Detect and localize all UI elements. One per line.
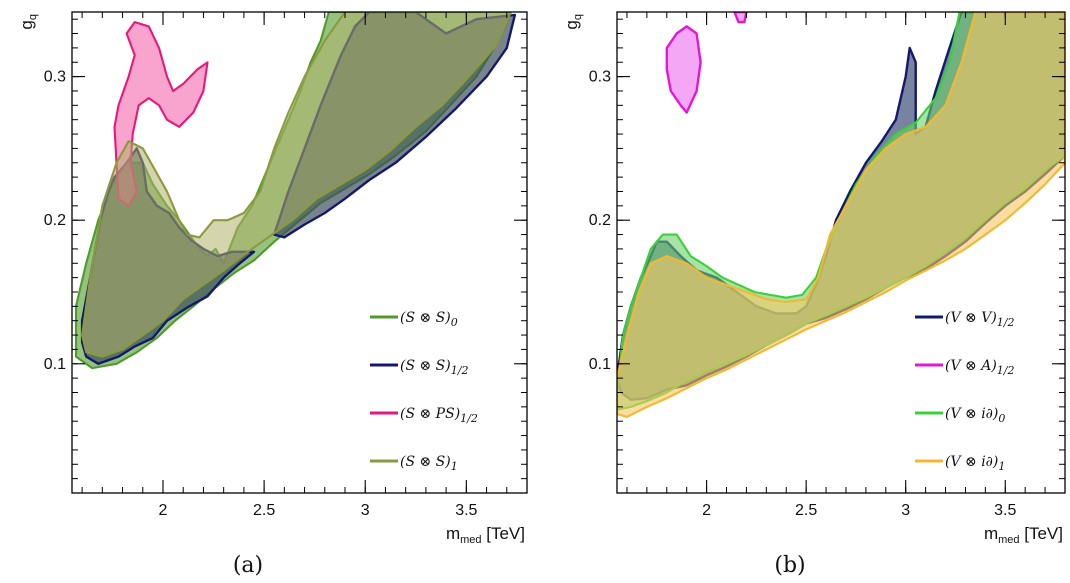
caption-b: (b) bbox=[774, 553, 805, 578]
panel-a-y-tick-label: 0.3 bbox=[44, 69, 66, 86]
panel-b-x-axis-label-unit: [TeV] bbox=[1020, 524, 1063, 543]
panel-a-y-axis-label: gq bbox=[17, 14, 39, 30]
panel-b-legend-label-1-main: (V ⊗ A) bbox=[945, 358, 997, 374]
panel-a-series-2-region-0 bbox=[113, 21, 209, 207]
panel-b-legend-label-0-sub: 1/2 bbox=[997, 316, 1015, 329]
panel-b-legend-label-2-main: (V ⊗ i∂) bbox=[945, 406, 998, 422]
panel-b-legend-label-3-sub: 1 bbox=[998, 460, 1005, 473]
panel-a-legend-label-1-main: (S ⊗ S) bbox=[400, 358, 451, 374]
panel-a-legend-label-2: (S ⊗ PS)1/2 bbox=[400, 406, 478, 425]
panel-a-x-axis-label-sub: med bbox=[460, 534, 481, 546]
caption-a: (a) bbox=[233, 553, 263, 578]
panel-a-x-axis-label-main: m bbox=[446, 524, 460, 543]
panel-b-x-axis-label-sub: med bbox=[998, 534, 1019, 546]
panel-b-y-tick-label: 0.2 bbox=[589, 212, 611, 229]
panel-b-legend-label-1: (V ⊗ A)1/2 bbox=[945, 358, 1014, 377]
panel-b-y-axis-label-sub: q bbox=[572, 14, 584, 20]
panel-a-legend-label-0-main: (S ⊗ S) bbox=[400, 310, 451, 326]
panel-a-legend-label-2-sub: 1/2 bbox=[460, 412, 478, 425]
panel-b-legend-label-3-main: (V ⊗ i∂) bbox=[945, 454, 998, 470]
panel-b-x-tick-label: 3 bbox=[901, 502, 910, 519]
panel-b-regions bbox=[617, 12, 1065, 418]
panel-b-y-tick-label: 0.1 bbox=[589, 356, 611, 373]
panel-a-legend-label-0: (S ⊗ S)0 bbox=[400, 310, 458, 329]
panel-b-series-1-region-1 bbox=[733, 12, 748, 24]
panel-b-x-tick-label: 2 bbox=[702, 502, 711, 519]
panel-b-legend-label-2-sub: 0 bbox=[998, 412, 1005, 425]
panel-a-legend-label-3-main: (S ⊗ S) bbox=[400, 454, 451, 470]
panel-a-legend-label-3: (S ⊗ S)1 bbox=[400, 454, 458, 473]
panel-a-legend: (S ⊗ S)0(S ⊗ S)1/2(S ⊗ PS)1/2(S ⊗ S)1 bbox=[370, 310, 478, 473]
panel-a-legend-label-1: (S ⊗ S)1/2 bbox=[400, 358, 468, 377]
panel-a-legend-label-1-sub: 1/2 bbox=[451, 364, 469, 377]
panel-b-legend-label-2: (V ⊗ i∂)0 bbox=[945, 406, 1005, 425]
panel-b-y-tick-label: 0.3 bbox=[589, 69, 611, 86]
panel-a-legend-label-0-sub: 0 bbox=[451, 316, 458, 329]
panel-b-y-axis-label-main: g bbox=[562, 20, 581, 29]
panel-a-x-axis-label-unit: [TeV] bbox=[482, 524, 525, 543]
panel-a-y-tick-label: 0.1 bbox=[44, 356, 66, 373]
panel-a-y-axis-label-sub: q bbox=[27, 14, 39, 20]
panel-a-x-tick-label: 2.5 bbox=[253, 502, 275, 519]
panel-b-y-axis-label: gq bbox=[562, 14, 584, 30]
panel-a-x-tick-label: 2 bbox=[159, 502, 168, 519]
panel-b-x-tick-label: 3.5 bbox=[994, 502, 1016, 519]
panel-b-frame bbox=[616, 11, 1066, 494]
panel-a-frame bbox=[71, 11, 528, 494]
panel-b-series-3-region-0 bbox=[617, 12, 1065, 418]
panel-b-legend: (V ⊗ V)1/2(V ⊗ A)1/2(V ⊗ i∂)0(V ⊗ i∂)1 bbox=[915, 310, 1014, 473]
panel-a-y-axis-label-main: g bbox=[17, 20, 36, 29]
panel-a-regions bbox=[74, 12, 517, 370]
panel-b-legend-label-1-sub: 1/2 bbox=[997, 364, 1015, 377]
panel-a-x-tick-label: 3.5 bbox=[455, 502, 477, 519]
panel-a-x-tick-label: 3 bbox=[361, 502, 370, 519]
panel-a-legend-label-3-sub: 1 bbox=[451, 460, 458, 473]
panel-b-legend-label-0: (V ⊗ V)1/2 bbox=[945, 310, 1014, 329]
panel-b-legend-label-3: (V ⊗ i∂)1 bbox=[945, 454, 1005, 473]
panel-b-x-axis-label-main: m bbox=[984, 524, 998, 543]
panel-a-x-axis-label: mmed [TeV] bbox=[446, 524, 525, 546]
panel-b-x-axis-label: mmed [TeV] bbox=[984, 524, 1063, 546]
panel-a-y-tick-label: 0.2 bbox=[44, 212, 66, 229]
panel-a-series-3-region-0 bbox=[81, 12, 512, 358]
panel-a-legend-label-2-main: (S ⊗ PS) bbox=[400, 406, 460, 422]
panel-b-legend-label-0-main: (V ⊗ V) bbox=[945, 310, 997, 326]
panel-b-series-1-region-0 bbox=[665, 25, 702, 114]
panel-b-x-tick-label: 2.5 bbox=[795, 502, 817, 519]
